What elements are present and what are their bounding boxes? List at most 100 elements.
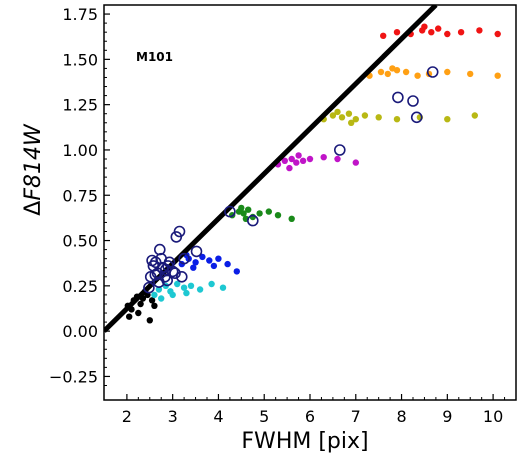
y-axis-ticks: −0.25 0.00 0.25 0.50 0.75 1.00 1.25 1.50 1.75 — [49, 5, 110, 386]
cluster-point — [256, 210, 263, 217]
cluster-point — [299, 157, 307, 164]
open-circle-point — [162, 260, 174, 272]
open-circle-point — [426, 66, 439, 78]
cluster-point — [293, 159, 300, 166]
cluster-point — [329, 112, 337, 119]
cluster-point — [146, 317, 153, 324]
cluster-point — [199, 253, 206, 261]
cluster-point — [135, 309, 142, 317]
cluster-point — [187, 282, 195, 289]
cluster-point — [286, 164, 293, 172]
open-circle-point — [178, 252, 190, 265]
plot-frame — [103, 4, 517, 401]
cluster-point — [148, 297, 156, 304]
cluster-point — [494, 30, 501, 38]
cluster-point — [402, 68, 410, 76]
x-tick-label: 3 — [168, 407, 178, 426]
y-tick-label: 0.50 — [62, 232, 98, 251]
cluster-point — [421, 23, 428, 30]
cluster-point — [494, 72, 501, 79]
cluster-point — [467, 70, 474, 78]
annotation-label: M101 — [136, 50, 173, 64]
cluster-point — [240, 210, 247, 217]
cluster-point — [377, 68, 385, 76]
x-tick-label: 4 — [213, 407, 223, 426]
cluster-point — [380, 32, 387, 39]
cluster-point — [389, 65, 396, 72]
cluster-point — [334, 155, 341, 163]
cluster-point — [361, 112, 369, 119]
open-circle-point — [161, 274, 173, 287]
cluster-point — [414, 72, 421, 79]
cluster-point — [444, 30, 451, 38]
open-circle-point — [407, 95, 419, 107]
x-tick-label: 8 — [396, 407, 406, 426]
open-circle-point — [155, 252, 167, 265]
cluster-point — [196, 286, 204, 293]
cluster-point — [215, 255, 222, 262]
cluster-point — [288, 215, 295, 222]
y-tick-label: 0.75 — [62, 186, 98, 205]
cluster-point — [210, 262, 218, 270]
cluster-point — [352, 116, 359, 123]
y-tick-label: 1.50 — [62, 50, 98, 69]
cluster-point — [151, 291, 158, 299]
cluster-points-layer — [124, 23, 501, 324]
cluster-point — [295, 152, 302, 159]
cluster-point — [190, 264, 197, 271]
y-axis-label-main: F814W — [21, 123, 46, 201]
open-circle-point — [173, 225, 186, 238]
cluster-point — [192, 259, 199, 266]
cluster-point — [320, 154, 327, 161]
y-axis-label: ΔF814W — [21, 123, 46, 216]
cluster-point — [334, 108, 341, 116]
x-tick-label: 7 — [351, 407, 361, 426]
open-circles-layer — [143, 66, 439, 294]
y-tick-label: 0.00 — [62, 322, 98, 341]
x-tick-label: 6 — [305, 407, 315, 426]
open-circle-point — [190, 245, 203, 258]
cluster-point — [476, 27, 483, 34]
cluster-point — [393, 29, 401, 36]
x-axis-label: FWHM [pix] — [241, 429, 368, 454]
cluster-point — [265, 208, 272, 215]
y-tick-label: 0.25 — [62, 277, 98, 296]
cluster-point — [435, 25, 442, 32]
cluster-point — [206, 257, 213, 264]
cluster-point — [208, 280, 215, 288]
cluster-point — [393, 116, 401, 123]
cluster-point — [224, 260, 231, 268]
y-tick-label: 1.00 — [62, 141, 98, 160]
open-circle-point — [333, 144, 346, 156]
x-tick-label: 10 — [483, 407, 503, 426]
cluster-point — [471, 112, 478, 119]
y-tick-label: 1.25 — [62, 96, 98, 115]
y-tick-label: 1.75 — [62, 5, 98, 24]
x-axis-ticks: 2 3 4 5 6 7 8 9 10 — [122, 394, 506, 426]
cluster-point — [151, 302, 158, 309]
cluster-point — [338, 114, 346, 121]
cluster-point — [183, 289, 190, 297]
x-tick-label: 2 — [122, 407, 132, 426]
open-circle-point — [169, 267, 181, 280]
cluster-point — [428, 29, 435, 36]
cluster-point — [174, 280, 181, 288]
x-tick-label: 5 — [259, 407, 269, 426]
open-circle-point — [143, 281, 155, 294]
y-tick-label: −0.25 — [49, 367, 98, 386]
cluster-point — [345, 110, 353, 117]
open-circle-point — [410, 111, 423, 124]
cluster-point — [219, 284, 227, 291]
cluster-point — [288, 155, 295, 163]
y-axis-label-prefix: Δ — [21, 201, 46, 216]
cluster-point — [126, 313, 133, 320]
cluster-point — [281, 157, 288, 164]
x-tick-label: 9 — [442, 407, 452, 426]
cluster-point — [158, 295, 165, 302]
cluster-point — [444, 68, 451, 76]
open-circle-point — [224, 205, 236, 218]
cluster-point — [180, 284, 188, 291]
cluster-point — [384, 70, 391, 78]
cluster-point — [155, 286, 163, 293]
